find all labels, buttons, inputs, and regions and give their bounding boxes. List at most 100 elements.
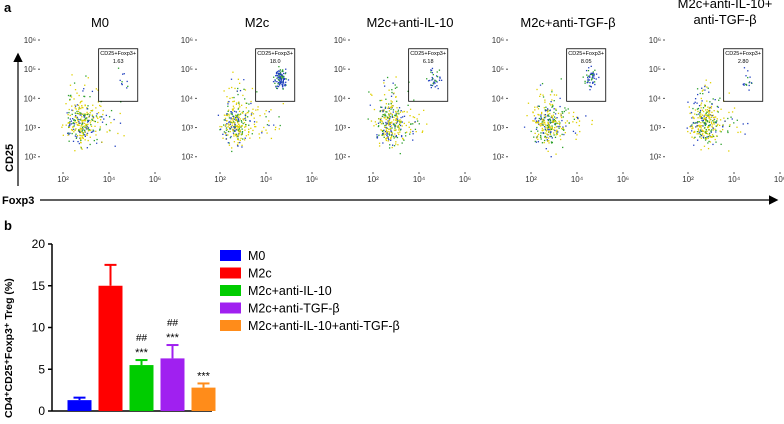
event-dot <box>227 126 229 128</box>
event-dot <box>710 122 713 124</box>
event-dot <box>697 121 700 123</box>
event-dot <box>250 113 253 115</box>
event-dot <box>84 114 86 116</box>
event-dot <box>387 106 390 108</box>
event-dot <box>592 76 594 78</box>
event-dot <box>236 102 238 104</box>
gate <box>408 48 449 102</box>
event-dot <box>81 104 83 107</box>
event-dot <box>388 114 390 116</box>
event-dot <box>230 121 232 124</box>
event-dot <box>277 76 279 79</box>
event-dot <box>729 124 731 126</box>
event-dot <box>98 116 101 118</box>
gate <box>98 48 139 102</box>
event-dot <box>282 102 284 105</box>
gated-population <box>117 67 129 89</box>
x-tick-label: 10⁴ <box>260 175 273 184</box>
event-dot <box>551 103 554 106</box>
event-dot <box>547 113 549 115</box>
event-dot <box>551 142 553 144</box>
event-dot <box>547 150 549 153</box>
event-dot <box>378 125 380 127</box>
event-dot <box>397 111 399 113</box>
event-dot <box>747 76 749 79</box>
event-dot <box>246 116 249 118</box>
event-dot <box>593 81 596 83</box>
event-dot <box>551 126 554 129</box>
event-dot <box>235 133 238 135</box>
event-dot <box>123 135 125 137</box>
event-dot <box>67 94 70 97</box>
event-dot <box>551 128 553 131</box>
event-dot <box>542 118 544 120</box>
event-dot <box>231 128 234 131</box>
event-dot <box>384 106 387 108</box>
event-dot <box>390 122 392 124</box>
event-dot <box>550 135 553 138</box>
event-dot <box>79 122 81 124</box>
event-dot <box>383 79 385 82</box>
event-dot <box>97 89 99 91</box>
event-dot <box>559 126 561 128</box>
event-dot <box>553 100 555 102</box>
event-dot <box>74 112 77 114</box>
event-dot <box>390 102 392 105</box>
event-dot <box>421 131 423 133</box>
event-dot <box>275 72 278 75</box>
event-dot <box>538 114 540 116</box>
event-dot <box>697 117 699 119</box>
event-dot <box>702 92 704 95</box>
event-dot <box>691 130 693 132</box>
event-dot <box>538 105 540 107</box>
event-dot <box>92 104 94 106</box>
event-dot <box>233 100 235 102</box>
event-dot <box>232 71 234 73</box>
event-dot <box>256 91 258 93</box>
event-dot <box>264 113 266 115</box>
event-dot <box>706 136 708 138</box>
event-dot <box>237 118 240 120</box>
event-dot <box>548 124 550 126</box>
event-dot <box>409 133 411 135</box>
event-dot <box>75 114 77 117</box>
event-dot <box>564 107 566 109</box>
event-dot <box>255 109 257 111</box>
event-dot <box>234 125 236 127</box>
event-dot <box>83 88 85 90</box>
event-dot <box>74 119 77 122</box>
event-dot <box>217 114 220 116</box>
event-dot <box>691 136 693 138</box>
event-dot <box>560 116 563 119</box>
event-dot <box>239 141 241 144</box>
event-dot <box>227 130 230 133</box>
event-dot <box>381 99 383 102</box>
event-dot <box>407 90 409 93</box>
event-dot <box>697 133 700 135</box>
event-dot <box>397 125 400 127</box>
event-dot <box>243 119 245 121</box>
event-dot <box>65 103 67 105</box>
event-dot <box>238 120 240 122</box>
event-dot <box>101 116 103 118</box>
event-dot <box>241 104 243 106</box>
event-dot <box>555 134 557 136</box>
event-dot <box>703 135 705 137</box>
event-dot <box>707 142 709 144</box>
event-dot <box>549 135 551 138</box>
event-dot <box>709 132 711 135</box>
event-dot <box>567 108 569 110</box>
event-dot <box>83 95 86 98</box>
event-dot <box>87 128 89 130</box>
y-tick-label: 10³ <box>334 124 346 133</box>
event-dot <box>278 75 280 77</box>
event-dot <box>81 120 83 122</box>
event-dot <box>696 121 699 123</box>
event-dot <box>436 81 438 83</box>
event-dot <box>400 116 402 119</box>
event-dot <box>702 89 704 91</box>
event-dot <box>385 103 388 105</box>
event-dot <box>706 111 708 113</box>
event-dot <box>383 116 385 119</box>
event-dot <box>74 88 77 91</box>
